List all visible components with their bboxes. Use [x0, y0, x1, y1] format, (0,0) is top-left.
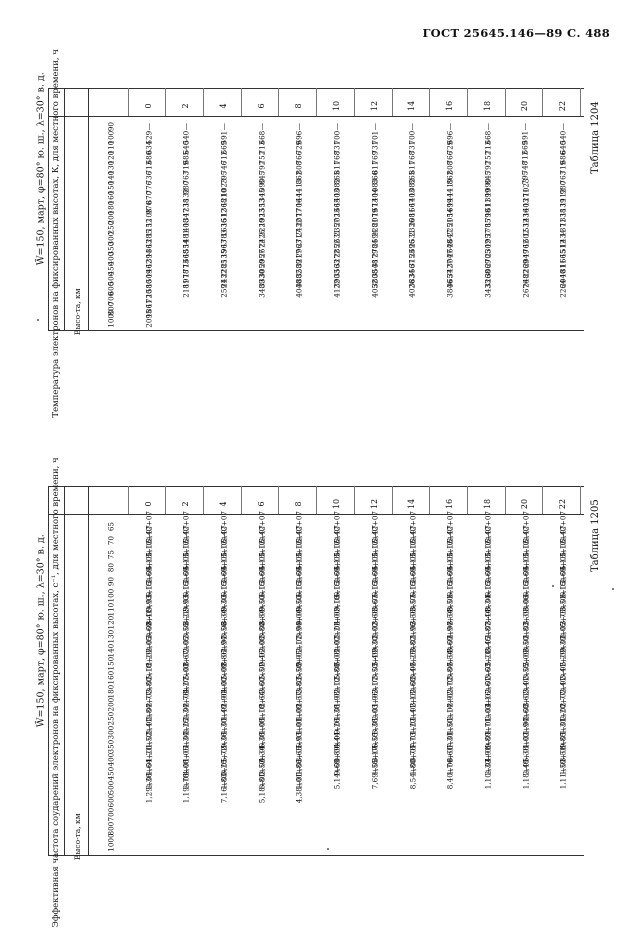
table2-rule-bottom [48, 855, 584, 856]
table1-value-cell: 2591 [219, 279, 229, 298]
table1-rule-caption [64, 88, 65, 330]
table1-rule-col [504, 88, 506, 116]
table2-rule-col [203, 486, 205, 514]
table1-rule-col [240, 88, 242, 116]
table1-value-cell: 2676 [520, 279, 530, 298]
table1-rule-col [203, 88, 205, 116]
table2-rule-col [580, 486, 581, 514]
table2-value-cell: 5,14+00 [332, 758, 342, 790]
table1-col-header: 0 [143, 103, 153, 109]
table2-rule-col [127, 486, 129, 514]
table1-caption: Температура электронов на фиксированных … [50, 48, 61, 418]
table1-col-header: 20 [520, 100, 530, 112]
table2-rule-top [48, 486, 584, 487]
table1-col-header: 14 [407, 100, 417, 112]
table2-value-cell: 1,19+01 [181, 771, 191, 803]
table2-rule-col [316, 486, 318, 514]
table2-value-cell: 8,40+00 [445, 758, 455, 790]
table2-value-cell: 7,69+00 [370, 758, 380, 790]
table1-col-header: 18 [482, 100, 492, 112]
table1-rule-bottom [48, 330, 584, 331]
table2-value-cell: 1,10+01 [483, 758, 493, 790]
table2-rule-col [353, 486, 355, 514]
table2-rule-col [240, 486, 242, 514]
table2-rule-col [504, 486, 506, 514]
table1-rule-col [165, 88, 167, 116]
scan-speck [327, 848, 329, 850]
table1-rule-col [391, 88, 393, 116]
page-header: ГОСТ 25645.146—89 С. 488 [422, 26, 610, 40]
table1-col-header: 10 [332, 100, 341, 112]
table1-label: Таблица 1204 [590, 101, 601, 174]
table2-value-cell: 8,54+00 [407, 758, 417, 790]
scan-speck [37, 319, 39, 321]
table2-rule-col [542, 486, 544, 514]
table1-value-cell: 4040 [294, 279, 304, 298]
table1-rule-col [127, 88, 129, 116]
table1-rule-colhead [88, 88, 89, 330]
table2-value-cell: 4,38+00 [294, 771, 304, 803]
document-page: Таблица 1204 W̄=150, март, φ=80° ю. ш., λ… [35, 48, 614, 928]
table2-rule-colhead [88, 486, 89, 855]
table1-col-header: 8 [294, 103, 304, 109]
table2-value-cell: 1,11+01 [558, 758, 568, 790]
table2-value-cell: 1,29+01 [143, 771, 153, 803]
table2-condition: W̄=150, март, φ=80° ю. ш., λ=30° в. д. [35, 533, 47, 728]
table1-value-cell: 3433 [483, 279, 493, 298]
table2-value-cell: 1,18+01 [520, 758, 530, 790]
scan-speck [552, 585, 554, 587]
table1-rule-col [278, 88, 280, 116]
table2-rule-col [278, 486, 280, 514]
table1-value-cell: 3846 [445, 279, 455, 298]
table1-value-cell: 2264 [558, 279, 568, 298]
table2-rule-col [466, 486, 468, 514]
table2-rule-left [48, 486, 49, 855]
table1-value-cell: 4026 [407, 279, 417, 298]
table1-rule-col [580, 88, 581, 116]
table2-label: Таблица 1205 [590, 499, 601, 572]
scan-speck [612, 588, 614, 590]
table1-rule-left [48, 88, 49, 330]
table2-height-cell: 1000 [106, 832, 116, 852]
table1-col-header: 12 [369, 100, 379, 112]
table1-height-cell: 1000 [106, 309, 116, 329]
table2-value-cell: 5,18+00 [257, 771, 267, 803]
table1-condition: W̄=150, март, φ=80° ю. ш., λ=30° в. д. [35, 72, 47, 266]
table2-value-cell: 7,16+00 [219, 771, 229, 803]
table1-col-header: 6 [256, 103, 266, 109]
table1-height-header: Высо-та, км [73, 288, 83, 336]
table1-rule-col [429, 88, 431, 116]
table1-value-cell: 4122 [332, 279, 342, 298]
table1-value-cell: 2095 [143, 309, 153, 329]
table1-value-cell: 2181 [181, 279, 191, 298]
table2-caption: Эффективная частота соударений электроно… [50, 457, 61, 928]
table1-value-cell: 4052 [370, 279, 380, 298]
table2-height-header: Высо-та, км [73, 813, 83, 861]
table2-rule-col [165, 486, 167, 514]
table1-rule-col [542, 88, 544, 116]
table1-rule-top [48, 88, 584, 89]
table1-col-header: 4 [218, 103, 228, 109]
table1-rule-col [353, 88, 355, 116]
table1-col-header: 16 [445, 100, 455, 112]
table2-rule-col [429, 486, 431, 514]
table1-rule-col [316, 88, 318, 116]
table2-rule-col [391, 486, 393, 514]
table1-col-header: 2 [181, 103, 191, 109]
table1-rule-heightcol [48, 116, 584, 117]
table1-value-cell: 3489 [257, 279, 266, 298]
table1-col-header: 22 [558, 100, 568, 112]
table1-rule-col [466, 88, 468, 116]
table2-rule-caption [64, 486, 65, 855]
table2-rule-heightcol [48, 514, 584, 515]
